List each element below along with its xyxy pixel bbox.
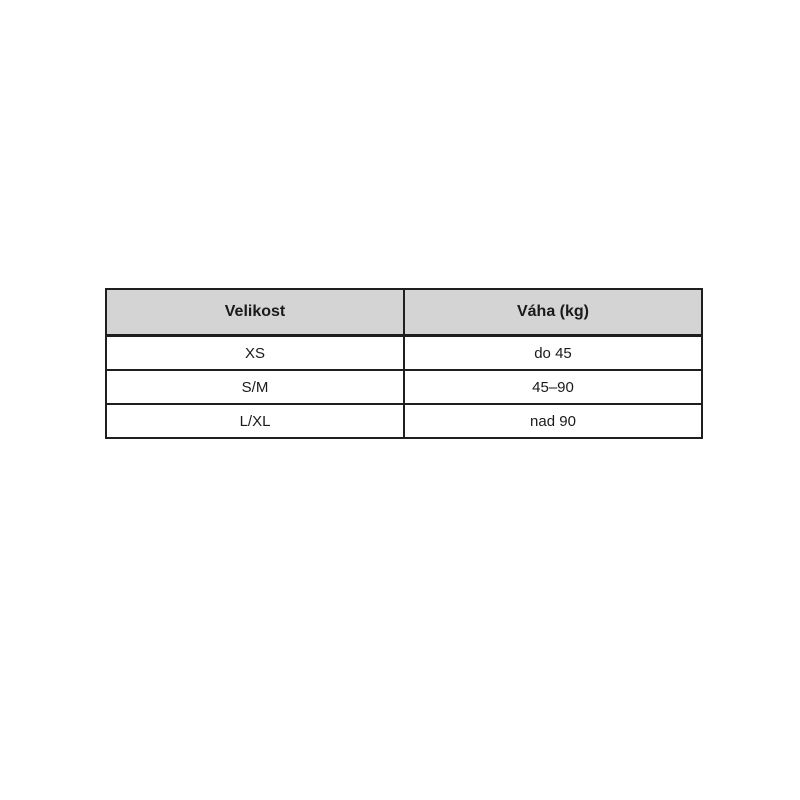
table-row: S/M 45–90 [105, 369, 703, 405]
weight-cell: do 45 [403, 334, 703, 371]
column-header-weight: Váha (kg) [403, 288, 703, 337]
table-row: XS do 45 [105, 334, 703, 371]
column-header-size: Velikost [105, 288, 405, 337]
weight-cell: nad 90 [403, 403, 703, 439]
size-chart-table: Velikost Váha (kg) XS do 45 S/M 45–90 L/… [105, 288, 703, 439]
size-cell: S/M [105, 369, 405, 405]
table-row: L/XL nad 90 [105, 403, 703, 439]
table-header-row: Velikost Váha (kg) [105, 288, 703, 337]
size-cell: XS [105, 334, 405, 371]
size-cell: L/XL [105, 403, 405, 439]
weight-cell: 45–90 [403, 369, 703, 405]
